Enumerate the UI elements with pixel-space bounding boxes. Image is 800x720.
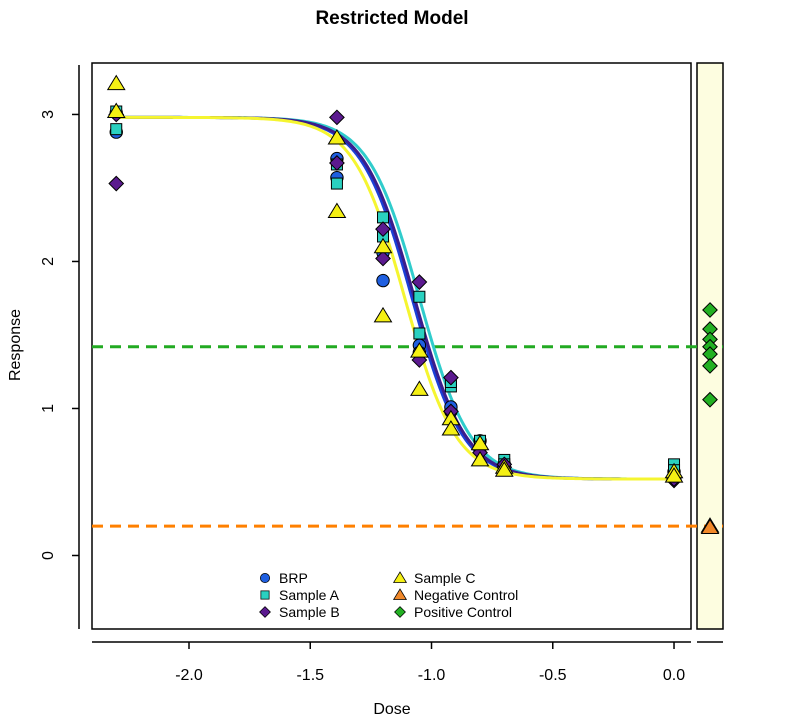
- data-point: [373, 306, 393, 323]
- control-point: [702, 302, 718, 318]
- legend-label: Positive Control: [414, 604, 512, 620]
- data-point: [330, 177, 343, 190]
- data-point: [410, 380, 429, 396]
- x-axis: -2.0 -1.5 -1.0 -0.5 0.0: [92, 641, 723, 684]
- legend-marker: [392, 588, 408, 600]
- legend-entry: Positive Control: [394, 604, 512, 620]
- legend-entry: BRP: [259, 570, 308, 586]
- legend-entry: Sample A: [260, 587, 340, 603]
- control-point: [700, 518, 720, 535]
- y-tick-label: 1: [40, 404, 57, 413]
- legend-label: Sample A: [279, 587, 340, 603]
- data-point: [413, 290, 426, 303]
- data-point: [329, 155, 345, 171]
- y-axis: 0 1 2 3: [40, 65, 80, 629]
- x-tick-label: -1.5: [296, 667, 324, 684]
- y-axis-label: Response: [7, 309, 24, 381]
- curve-sample-c: [116, 115, 675, 481]
- plot-area: [91, 62, 724, 630]
- chart-title: Restricted Model: [315, 8, 468, 29]
- x-tick-label: -2.0: [175, 667, 203, 684]
- y-tick-label: 3: [40, 110, 57, 119]
- legend-label: Sample C: [414, 570, 475, 586]
- data-point: [470, 434, 490, 451]
- legend-marker: [259, 606, 271, 618]
- legend-marker: [259, 572, 271, 584]
- data-point: [494, 461, 514, 477]
- y-tick-label: 2: [40, 257, 57, 266]
- data-point: [110, 123, 123, 136]
- data-point: [377, 211, 390, 224]
- fitted-curves: [116, 115, 675, 481]
- x-tick-label: 0.0: [663, 667, 685, 684]
- data-point: [108, 175, 125, 192]
- series-sample-c: [106, 74, 684, 483]
- legend-entry: Negative Control: [392, 587, 518, 603]
- data-point: [106, 102, 126, 119]
- data-point: [327, 129, 347, 145]
- data-point: [373, 237, 393, 254]
- x-tick-label: -1.0: [418, 667, 446, 684]
- axes: 0 1 2 3 -2.0 -1.5 -1.0 -0.5 0.0: [40, 65, 723, 684]
- legend-marker: [394, 606, 406, 618]
- data-point: [375, 250, 391, 267]
- data-point: [375, 221, 391, 238]
- data-point: [470, 450, 490, 467]
- data-point: [441, 420, 461, 436]
- x-tick-label: -0.5: [539, 667, 567, 684]
- control-negative-control: [700, 517, 720, 535]
- data-point: [443, 369, 459, 386]
- legend-marker: [392, 571, 408, 583]
- legend-label: BRP: [279, 570, 308, 586]
- control-positive-control: [702, 302, 718, 408]
- legend-marker: [260, 590, 270, 600]
- legend-label: Sample B: [279, 604, 340, 620]
- x-axis-label: Dose: [373, 701, 410, 718]
- legend-entry: Sample B: [259, 604, 340, 620]
- data-point: [327, 202, 347, 218]
- control-point: [702, 391, 718, 408]
- data-point: [329, 109, 345, 126]
- data-point: [106, 74, 126, 91]
- data-point: [413, 327, 426, 340]
- data-point: [411, 274, 428, 290]
- legend-label: Negative Control: [414, 587, 518, 603]
- data-point: [376, 273, 390, 288]
- y-tick-label: 0: [40, 551, 57, 560]
- legend-entry: Sample C: [392, 570, 475, 586]
- control-point: [702, 357, 718, 374]
- data-point: [664, 467, 684, 483]
- data-point: [410, 342, 429, 358]
